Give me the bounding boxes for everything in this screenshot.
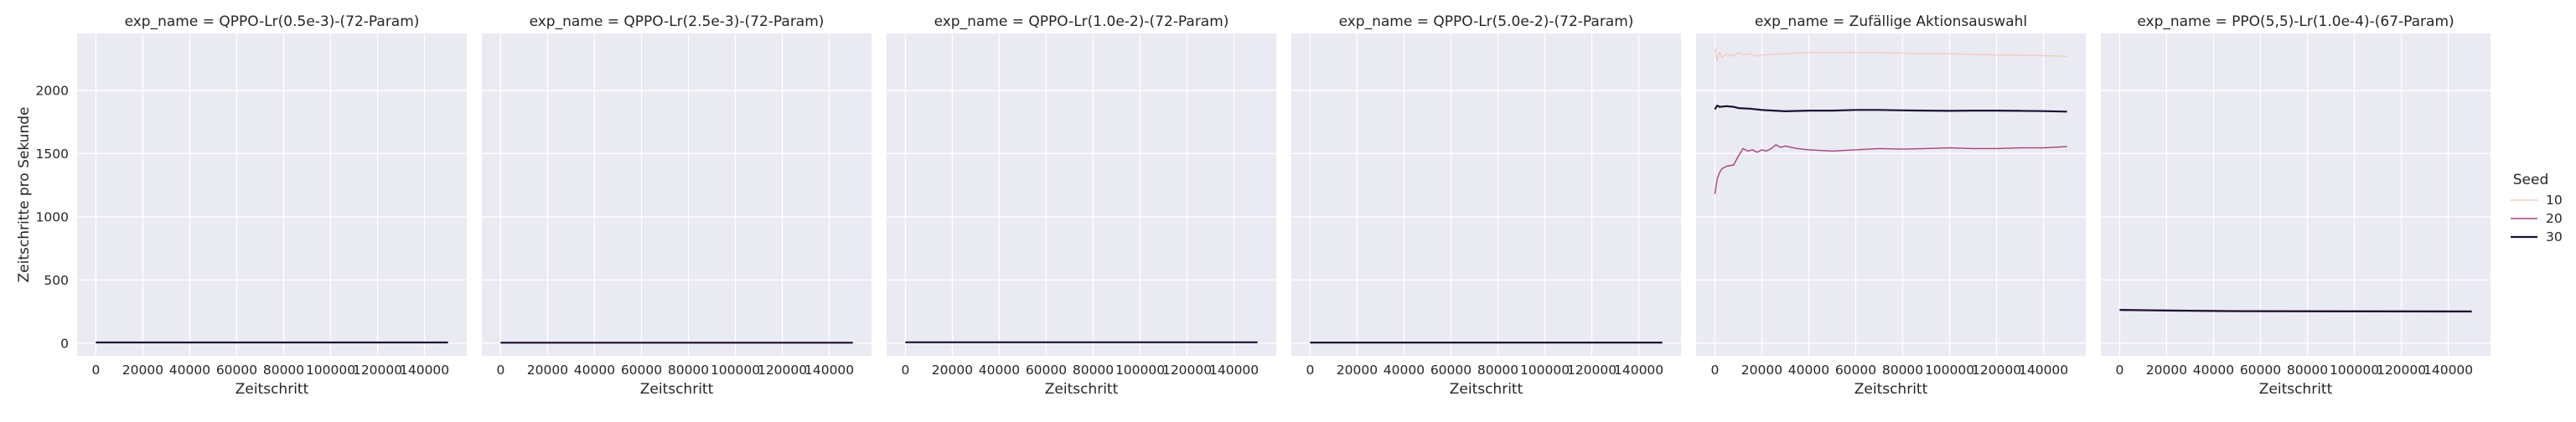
x-tick-label: 40000	[2193, 363, 2234, 378]
x-tick-label: 60000	[216, 363, 257, 378]
x-tick-label: 120000	[758, 363, 807, 378]
plot-area-background	[1696, 33, 2086, 356]
x-tick-label: 0	[1306, 363, 1314, 378]
plot-area-background	[1291, 33, 1681, 356]
x-tick-label: 80000	[263, 363, 304, 378]
x-axis-label: Zeitschritt	[640, 381, 714, 398]
x-tick-label: 20000	[1741, 363, 1782, 378]
series-line-seed-30	[1714, 104, 2067, 113]
series-line-seed-10	[1714, 48, 2067, 62]
x-tick-label: 100000	[306, 363, 355, 378]
series-line-seed-30	[2119, 309, 2472, 313]
x-tick-label: 120000	[2377, 363, 2426, 378]
x-tick-label: 100000	[1520, 363, 1570, 378]
x-tick-label: 80000	[1073, 363, 1114, 378]
x-tick-label: 0	[496, 363, 504, 378]
y-tick-label: 0	[60, 336, 69, 351]
plot-area-background	[482, 33, 872, 356]
y-tick-label: 500	[44, 273, 69, 288]
x-tick-label: 100000	[1925, 363, 1974, 378]
y-tick-label: 1000	[36, 209, 69, 224]
x-tick-label: 100000	[711, 363, 760, 378]
x-tick-label: 0	[901, 363, 909, 378]
panel-title: exp_name = QPPO-Lr(0.5e-3)-(72-Param)	[125, 13, 420, 30]
x-axis-label: Zeitschritt	[1450, 381, 1523, 398]
x-axis-label: Zeitschritt	[235, 381, 309, 398]
x-tick-label: 40000	[979, 363, 1020, 378]
legend-label-seed-30: 30	[2546, 229, 2563, 244]
x-tick-label: 120000	[1567, 363, 1616, 378]
x-tick-label: 60000	[2240, 363, 2281, 378]
y-axis-label: Zeitschritte pro Sekunde	[16, 107, 33, 283]
plot-area-background	[77, 33, 467, 356]
x-tick-label: 40000	[1384, 363, 1425, 378]
x-tick-label: 120000	[1972, 363, 2021, 378]
x-tick-label: 80000	[1477, 363, 1518, 378]
panel-title: exp_name = QPPO-Lr(5.0e-2)-(72-Param)	[1339, 13, 1634, 30]
x-tick-label: 0	[2115, 363, 2123, 378]
x-tick-label: 80000	[2287, 363, 2328, 378]
panel-title: exp_name = QPPO-Lr(1.0e-2)-(72-Param)	[934, 13, 1229, 30]
x-tick-label: 20000	[527, 363, 568, 378]
x-axis-label: Zeitschritt	[1045, 381, 1119, 398]
panel-title: exp_name = PPO(5,5)-Lr(1.0e-4)-(67-Param…	[2137, 13, 2454, 30]
x-tick-label: 120000	[353, 363, 402, 378]
plot-area-background	[2101, 33, 2491, 356]
x-tick-label: 100000	[1115, 363, 1165, 378]
x-tick-label: 80000	[668, 363, 709, 378]
x-tick-label: 60000	[1835, 363, 1876, 378]
x-tick-label: 0	[91, 363, 100, 378]
x-tick-label: 140000	[804, 363, 854, 378]
x-tick-label: 60000	[1430, 363, 1472, 378]
panel-title: exp_name = Zufällige Aktionsauswahl	[1755, 13, 2027, 30]
x-tick-label: 140000	[2423, 363, 2473, 378]
legend: Seed 10 20 30	[2511, 172, 2563, 244]
x-tick-label: 140000	[2019, 363, 2068, 378]
x-tick-label: 20000	[122, 363, 163, 378]
x-tick-label: 60000	[1026, 363, 1067, 378]
x-tick-label: 20000	[1337, 363, 1378, 378]
series-line-seed-20	[1714, 144, 2067, 194]
legend-label-seed-20: 20	[2546, 211, 2563, 226]
y-tick-label: 2000	[36, 83, 69, 98]
x-tick-label: 80000	[1882, 363, 1923, 378]
x-tick-label: 40000	[169, 363, 210, 378]
x-tick-label: 40000	[1788, 363, 1829, 378]
plot-area-background	[887, 33, 1276, 356]
x-tick-label: 20000	[2146, 363, 2187, 378]
x-tick-label: 20000	[932, 363, 973, 378]
x-tick-label: 60000	[621, 363, 662, 378]
x-tick-label: 140000	[400, 363, 449, 378]
x-tick-label: 40000	[574, 363, 615, 378]
legend-label-seed-10: 10	[2546, 193, 2563, 208]
x-tick-label: 100000	[2330, 363, 2379, 378]
x-tick-label: 140000	[1614, 363, 1663, 378]
x-tick-label: 120000	[1162, 363, 1212, 378]
x-axis-label: Zeitschritt	[2259, 381, 2333, 398]
y-tick-label: 1500	[36, 147, 69, 162]
x-tick-label: 140000	[1209, 363, 1259, 378]
panel-title: exp_name = QPPO-Lr(2.5e-3)-(72-Param)	[530, 13, 825, 30]
legend-title: Seed	[2513, 172, 2549, 188]
x-tick-label: 0	[1710, 363, 1719, 378]
x-axis-label: Zeitschritt	[1854, 381, 1928, 398]
